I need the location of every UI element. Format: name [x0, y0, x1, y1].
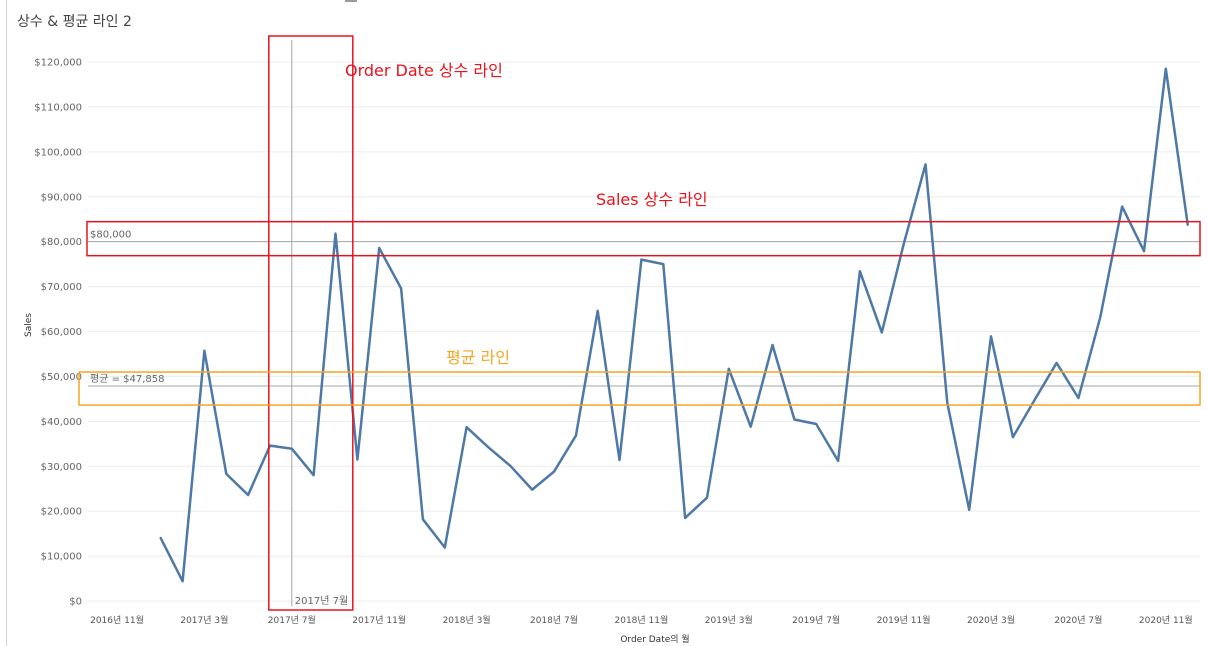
y-tick-label: $100,000: [34, 147, 82, 158]
x-tick-label: 2020년 11월: [1139, 614, 1193, 626]
x-tick-label: 2019년 11월: [877, 614, 931, 626]
grid-lines: [88, 61, 1200, 602]
y-axis-title: Sales: [24, 313, 34, 337]
x-axis-title: Order Date의 월: [620, 633, 689, 645]
reference-line-label: $80,000: [90, 230, 131, 241]
reference-line-label: 2017년 7월: [295, 595, 348, 607]
order-date-constant-highlight-box: [268, 35, 354, 611]
x-tick-label: 2020년 7월: [1054, 614, 1102, 626]
left-border: [6, 0, 7, 646]
reference-line-label: 평균 = $47,858: [90, 373, 165, 385]
x-tick-label: 2017년 3월: [180, 614, 228, 626]
y-tick-label: $10,000: [41, 552, 82, 563]
x-tick-label: 2016년 11월: [90, 614, 144, 626]
order-date-constant-annotation: Order Date 상수 라인: [345, 61, 503, 80]
y-tick-label: $120,000: [34, 58, 82, 69]
sales-line: [159, 67, 1189, 583]
x-tick-label: 2020년 3월: [967, 614, 1015, 626]
top-scroll-marker: [345, 0, 357, 2]
y-tick-label: $30,000: [41, 462, 82, 473]
x-tick-label: 2017년 11월: [352, 614, 406, 626]
y-axis-ticks: $0 $10,000 $20,000 $30,000 $40,000 $50,000 $60…: [34, 58, 82, 608]
x-axis-ticks: 2016년 11월 2017년 3월 2017년 7월 2017년 11월 2018년 …: [90, 614, 1193, 626]
y-tick-label: $90,000: [41, 192, 82, 203]
x-tick-label: 2018년 11월: [615, 614, 669, 626]
y-tick-label: $110,000: [34, 102, 82, 113]
y-tick-label: $70,000: [41, 282, 82, 293]
sales-constant-highlight-box: [86, 220, 1201, 257]
x-tick-label: 2018년 7월: [530, 614, 578, 626]
y-tick-label: $80,000: [41, 237, 82, 248]
y-tick-label: $20,000: [41, 507, 82, 518]
sales-constant-annotation: Sales 상수 라인: [596, 190, 708, 209]
sheet-title: 상수 & 평균 라인 2: [17, 14, 132, 30]
average-annotation: 평균 라인: [446, 348, 510, 367]
average-highlight-box: [78, 371, 1201, 406]
y-tick-label: $50,000: [41, 372, 82, 383]
y-tick-label: $0: [69, 597, 82, 608]
reference-lines: $80,000 평균 = $47,858 2017년 7월: [88, 40, 1200, 607]
x-tick-label: 2019년 3월: [705, 614, 753, 626]
x-tick-label: 2019년 7월: [792, 614, 840, 626]
y-tick-label: $60,000: [41, 327, 82, 338]
series-layer: [159, 67, 1189, 583]
x-tick-label: 2017년 7월: [268, 614, 316, 626]
x-tick-label: 2018년 3월: [443, 614, 491, 626]
y-tick-label: $40,000: [41, 417, 82, 428]
